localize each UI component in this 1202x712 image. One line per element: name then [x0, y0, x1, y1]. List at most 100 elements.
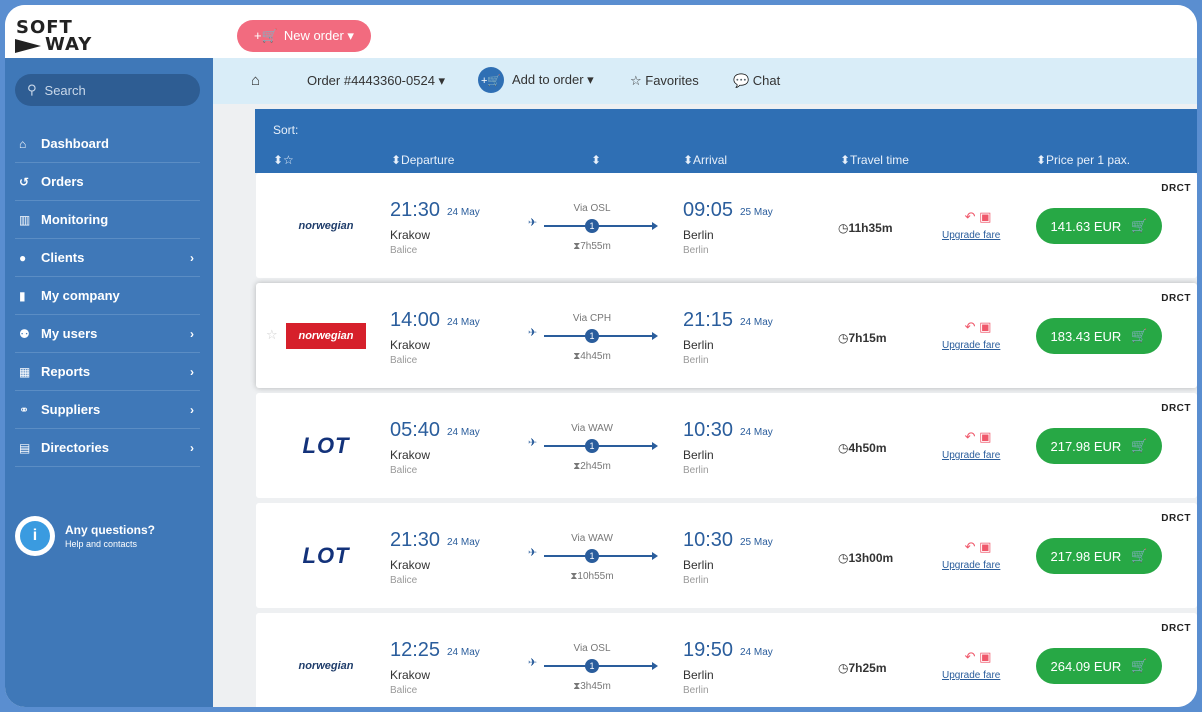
- sidebar-item-dashboard[interactable]: ⌂ Dashboard: [15, 125, 200, 163]
- flight-card[interactable]: norwegian 12:25 24 May Krakow Balice Via…: [256, 613, 1197, 707]
- arrival-time: 10:30: [683, 529, 734, 551]
- sort-route[interactable]: ⬍: [591, 153, 602, 167]
- arrival-airport: Berlin: [683, 245, 709, 256]
- route-summary: Via OSL ✈ 1 ⧗3h45m: [526, 643, 658, 693]
- arrival-date: 25 May: [740, 207, 773, 218]
- search-input[interactable]: ⚲ Search: [15, 74, 200, 106]
- departure-city: Krakow: [390, 448, 431, 462]
- departure-city: Krakow: [390, 558, 431, 572]
- order-toolbar: ⌂ Order #4443360-0524 ▾ +🛒 Add to order …: [213, 58, 1197, 104]
- supplier-badge: DRCT: [1161, 183, 1191, 194]
- sidebar-item-suppliers[interactable]: ⚭ Suppliers ›: [15, 391, 200, 429]
- price-button[interactable]: 217.98 EUR 🛒: [1036, 428, 1162, 464]
- chevron-right-icon: ›: [190, 403, 194, 417]
- cart-plus-icon: +🛒: [478, 67, 504, 93]
- home-icon[interactable]: ⌂: [251, 72, 261, 89]
- refund-baggage-icon: ↶ ▣: [964, 649, 992, 664]
- departure-date: 24 May: [447, 537, 480, 548]
- stops-count: 1: [585, 549, 599, 563]
- arrival-airport: Berlin: [683, 465, 709, 476]
- route-line: [544, 225, 656, 227]
- arrival-airport: Berlin: [683, 575, 709, 586]
- route-summary: Via WAW ✈ 1 ⧗2h45m: [526, 423, 658, 473]
- departure-airport: Balice: [390, 465, 418, 476]
- travel-time: ◷11h35m: [838, 221, 893, 235]
- chevron-right-icon: ›: [190, 251, 194, 265]
- departure-date: 24 May: [447, 207, 480, 218]
- flight-card[interactable]: LOT 05:40 24 May Krakow Balice Via WAW ✈…: [256, 393, 1197, 498]
- route-line: [544, 665, 656, 667]
- sidebar-item-clients[interactable]: ● Clients ›: [15, 239, 200, 277]
- departure-time: 14:00: [390, 309, 441, 331]
- new-order-button[interactable]: +🛒 New order ▾: [237, 20, 371, 52]
- price-button[interactable]: 183.43 EUR 🛒: [1036, 318, 1162, 354]
- departure-airport: Balice: [390, 245, 418, 256]
- favorites-link[interactable]: ☆ Favorites: [630, 73, 699, 88]
- help-contacts-link[interactable]: i Any questions? Help and contacts: [15, 513, 205, 559]
- layover-time: ⧗3h45m: [573, 681, 611, 692]
- flight-card[interactable]: LOT 21:30 24 May Krakow Balice Via WAW ✈…: [256, 503, 1197, 608]
- order-dropdown[interactable]: Order #4443360-0524 ▾: [307, 73, 446, 88]
- bar-chart-icon: ▥: [19, 212, 31, 227]
- price-button[interactable]: 141.63 EUR 🛒: [1036, 208, 1162, 244]
- flight-card[interactable]: ☆ norwegian 14:00 24 May Krakow Balice V…: [256, 283, 1197, 388]
- sidebar-nav: ⌂ Dashboard ↺ Orders ▥ Monitoring ● Clients ›…: [15, 125, 200, 467]
- departure-time: 12:25: [390, 639, 441, 661]
- sort-travel-time[interactable]: ⬍Travel time: [840, 153, 909, 167]
- favorite-star-icon[interactable]: ☆: [266, 327, 278, 342]
- price-button[interactable]: 264.09 EUR 🛒: [1036, 648, 1162, 684]
- departure-date: 24 May: [447, 427, 480, 438]
- route-line: [544, 555, 656, 557]
- add-to-order-button[interactable]: +🛒 Add to order ▾: [478, 67, 594, 93]
- flight-card[interactable]: norwegian 21:30 24 May Krakow Balice Via…: [256, 173, 1197, 278]
- refund-baggage-icon: ↶ ▣: [964, 539, 992, 554]
- chat-link[interactable]: 💬 Chat: [733, 73, 781, 88]
- sort-arrival[interactable]: ⬍Arrival: [683, 153, 728, 167]
- arrival-city: Berlin: [683, 668, 714, 682]
- departure-date: 24 May: [447, 317, 480, 328]
- departure-time: 21:30: [390, 529, 441, 551]
- sidebar-item-directories[interactable]: ▤ Directories ›: [15, 429, 200, 467]
- cart-icon: 🛒: [1131, 548, 1148, 563]
- sidebar-item-my-users[interactable]: ⚉ My users ›: [15, 315, 200, 353]
- arrival-date: 24 May: [740, 647, 773, 658]
- sort-favorites[interactable]: ⬍☆: [273, 153, 294, 167]
- supplier-badge: DRCT: [1161, 623, 1191, 634]
- airline-logo: norwegian: [298, 220, 354, 232]
- departure-date: 24 May: [447, 647, 480, 658]
- route-summary: Via WAW ✈ 1 ⧗10h55m: [526, 533, 658, 583]
- layover-time: ⧗10h55m: [570, 571, 614, 582]
- via-airport: Via OSL: [573, 203, 611, 214]
- price-button[interactable]: 217.98 EUR 🛒: [1036, 538, 1162, 574]
- sort-header: Sort: ⬍☆ ⬍Departure ⬍ ⬍Arrival ⬍Travel t…: [255, 109, 1197, 173]
- departure-city: Krakow: [390, 668, 431, 682]
- upgrade-fare-link[interactable]: Upgrade fare: [942, 670, 1001, 681]
- building-icon: ▮: [19, 288, 26, 303]
- sidebar-item-monitoring[interactable]: ▥ Monitoring: [15, 201, 200, 239]
- upgrade-fare-link[interactable]: Upgrade fare: [942, 560, 1001, 571]
- search-icon: ⚲: [27, 82, 37, 97]
- plane-icon: ✈: [528, 437, 538, 449]
- history-icon: ↺: [19, 174, 30, 189]
- sidebar-item-orders[interactable]: ↺ Orders: [15, 163, 200, 201]
- sidebar-item-my-company[interactable]: ▮ My company: [15, 277, 200, 315]
- travel-time: ◷13h00m: [838, 551, 894, 565]
- airline-logo: norwegian: [286, 323, 366, 349]
- sort-departure[interactable]: ⬍Departure: [391, 153, 455, 167]
- airline-logo: LOT: [302, 543, 350, 568]
- arrival-city: Berlin: [683, 228, 714, 242]
- cart-plus-icon: +🛒: [254, 28, 278, 43]
- upgrade-fare-link[interactable]: Upgrade fare: [942, 450, 1001, 461]
- route-line: [544, 445, 656, 447]
- cart-icon: 🛒: [1131, 438, 1148, 453]
- upgrade-fare-link[interactable]: Upgrade fare: [942, 230, 1001, 241]
- departure-time: 21:30: [390, 199, 441, 221]
- arrival-time: 09:05: [683, 199, 734, 221]
- arrival-airport: Berlin: [683, 685, 709, 696]
- arrival-city: Berlin: [683, 338, 714, 352]
- sidebar-item-reports[interactable]: ▦ Reports ›: [15, 353, 200, 391]
- user-circle-icon: ●: [19, 250, 27, 265]
- sort-price[interactable]: ⬍Price per 1 pax.: [1036, 153, 1131, 167]
- logo[interactable]: SOFT WAY: [15, 17, 93, 55]
- upgrade-fare-link[interactable]: Upgrade fare: [942, 340, 1001, 351]
